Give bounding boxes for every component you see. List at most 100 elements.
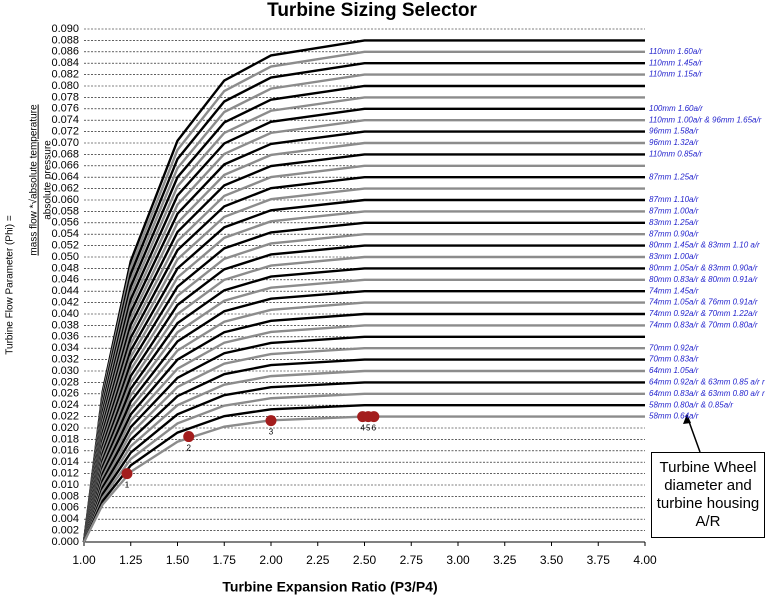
point-label: 3	[269, 428, 274, 437]
operating-point	[265, 415, 277, 427]
curve	[82, 221, 645, 543]
y-tick-label: 0.042	[51, 297, 79, 309]
curve	[82, 312, 645, 543]
operating-point	[368, 411, 380, 423]
y-tick-label: 0.018	[51, 433, 79, 445]
y-tick-label: 0.072	[51, 126, 79, 138]
y-tick-label: 0.012	[51, 468, 79, 480]
operating-point	[183, 431, 195, 443]
y-tick-label: 0.084	[51, 57, 79, 69]
curve	[82, 233, 645, 543]
y-tick-label: 0.046	[51, 274, 79, 286]
curve-label: 110mm 1.45a/r	[649, 58, 703, 67]
curve	[82, 335, 645, 543]
x-tick-label: 3.75	[587, 553, 611, 567]
curve	[82, 210, 645, 543]
point-label: 6	[372, 424, 377, 433]
y-tick-label: 0.008	[51, 490, 79, 502]
curve-label: 83mm 1.00a/r	[649, 252, 699, 261]
annotation-box: Turbine Wheel diameter and turbine housi…	[651, 452, 765, 538]
y-tick-label: 0.044	[51, 285, 79, 297]
y-tick-label: 0.080	[51, 80, 79, 92]
x-tick-label: 1.50	[166, 553, 190, 567]
y-axis-label-numerator: mass flow *√absolute temperature	[28, 104, 40, 256]
y-tick-label: 0.086	[51, 46, 79, 58]
point-label: 1	[125, 481, 130, 490]
curve-label: 58mm 0.64a/r	[649, 412, 699, 421]
x-tick-label: 1.25	[119, 553, 143, 567]
y-tick-label: 0.026	[51, 388, 79, 400]
y-tick-label: 0.038	[51, 319, 79, 331]
curve	[82, 244, 645, 543]
curve-label: 74mm 0.83a/r & 70mm 0.80a/r	[649, 321, 758, 330]
curve	[82, 141, 645, 543]
y-tick-label: 0.090	[51, 23, 79, 35]
x-tick-label: 3.25	[493, 553, 517, 567]
curve	[82, 301, 645, 543]
x-tick-label: 2.75	[400, 553, 424, 567]
y-tick-label: 0.036	[51, 331, 79, 343]
curve-label: 100mm 1.60a/r	[649, 104, 703, 113]
x-tick-label: 2.25	[306, 553, 330, 567]
y-tick-label: 0.054	[51, 228, 79, 240]
point-label: 5	[366, 424, 371, 433]
x-tick-label: 1.75	[213, 553, 237, 567]
curve-label: 110mm 0.85a/r	[649, 150, 703, 159]
curve-label: 74mm 1.05a/r & 76mm 0.91a/r	[649, 298, 758, 307]
curve-label: 80mm 1.45a/r & 83mm 1.10 a/r	[649, 241, 760, 250]
curve	[82, 358, 645, 543]
curve-label: 58mm 0.80a/r & 0.85a/r	[649, 400, 733, 409]
y-tick-label: 0.064	[51, 171, 79, 183]
curve-label: 110mm 1.00a/r & 96mm 1.65a/r	[649, 115, 762, 124]
curve	[82, 198, 645, 543]
y-tick-label: 0.004	[51, 513, 79, 525]
curve-label: 74mm 1.45a/r	[649, 286, 699, 295]
curve-label: 83mm 1.25a/r	[649, 218, 699, 227]
curve	[82, 415, 645, 543]
y-tick-label: 0.082	[51, 69, 79, 81]
curve	[82, 278, 645, 543]
y-tick-label: 0.016	[51, 445, 79, 457]
curve-label: 70mm 0.92a/r	[649, 343, 699, 352]
curve-label: 87mm 1.00a/r	[649, 207, 699, 216]
y-tick-label: 0.076	[51, 103, 79, 115]
operating-point	[121, 468, 133, 480]
curve-label: 110mm 1.60a/r	[649, 47, 703, 56]
x-axis-label: Turbine Expansion Ratio (P3/P4)	[222, 579, 437, 595]
x-tick-label: 4.00	[633, 553, 657, 567]
curve	[82, 392, 645, 543]
y-axis-label-denominator: absolute pressure	[43, 140, 54, 220]
y-tick-label: 0.088	[51, 34, 79, 46]
curve	[82, 404, 645, 543]
x-tick-label: 3.00	[446, 553, 470, 567]
curve-label: 70mm 0.83a/r	[649, 355, 699, 364]
x-tick-label: 1.00	[72, 553, 96, 567]
curve	[82, 369, 645, 543]
y-tick-label: 0.030	[51, 365, 79, 377]
point-label: 2	[186, 444, 191, 453]
y-tick-label: 0.040	[51, 308, 79, 320]
curve-label: 64mm 1.05a/r	[649, 366, 699, 375]
y-tick-label: 0.066	[51, 160, 79, 172]
curve	[82, 381, 645, 543]
y-tick-label: 0.010	[51, 479, 79, 491]
y-tick-label: 0.022	[51, 411, 79, 423]
point-label: 4	[360, 424, 365, 433]
annotation-arrowhead	[683, 414, 691, 424]
curve-label: 96mm 1.58a/r	[649, 127, 699, 136]
y-tick-label: 0.014	[51, 456, 79, 468]
curve-label: 74mm 0.92a/r & 70mm 1.22a/r	[649, 309, 758, 318]
y-tick-label: 0.048	[51, 262, 79, 274]
y-tick-label: 0.062	[51, 183, 79, 195]
curve-label: 64mm 0.92a/r & 63mm 0.85 a/r r	[649, 378, 765, 387]
curve	[82, 324, 645, 543]
y-tick-label: 0.034	[51, 342, 79, 354]
curve	[82, 50, 645, 543]
curve	[82, 267, 645, 543]
y-tick-label: 0.020	[51, 422, 79, 434]
curve	[82, 290, 645, 543]
y-tick-label: 0.052	[51, 240, 79, 252]
y-tick-label: 0.060	[51, 194, 79, 206]
curve-label: 87mm 1.25a/r	[649, 172, 699, 181]
